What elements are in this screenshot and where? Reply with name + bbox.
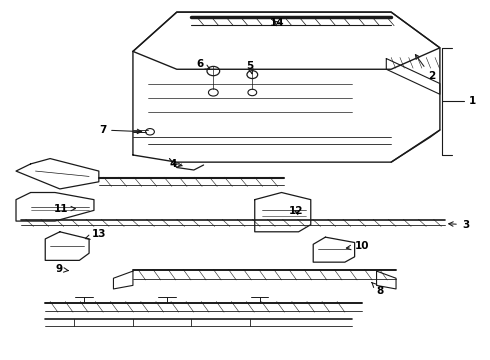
Text: 5: 5 [246,61,253,74]
Text: 1: 1 [469,96,476,107]
Text: 9: 9 [55,264,68,274]
Text: 3: 3 [449,220,469,230]
Text: 12: 12 [289,206,303,216]
Text: 10: 10 [346,241,369,251]
Text: 13: 13 [85,229,106,239]
Text: 14: 14 [270,18,284,28]
Text: 11: 11 [54,203,75,213]
Text: 7: 7 [99,125,142,135]
Text: 8: 8 [372,283,384,296]
Text: 2: 2 [416,55,435,81]
Text: 4: 4 [170,159,182,169]
Text: 6: 6 [196,59,210,69]
